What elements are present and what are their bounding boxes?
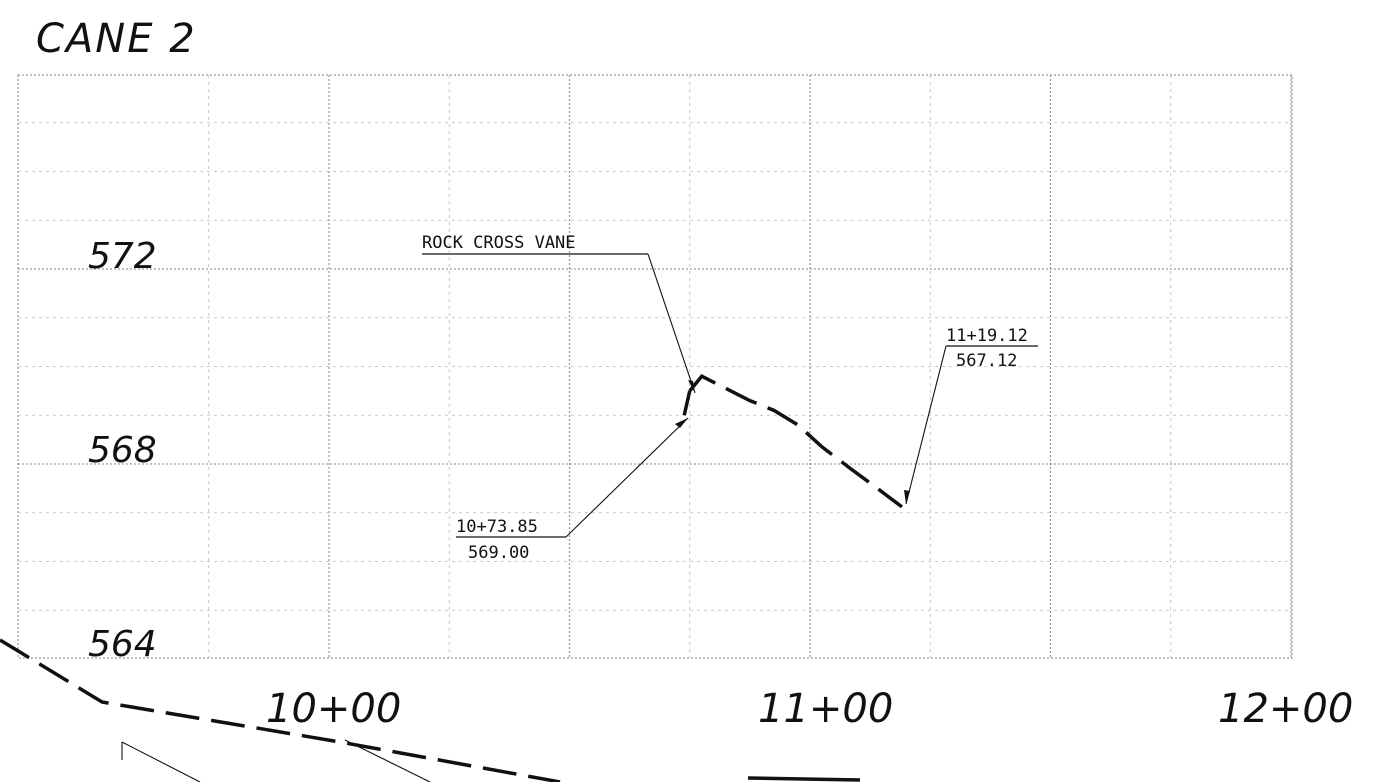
point-end-leader [905, 345, 947, 505]
rock-cross-vane-label: ROCK CROSS VANE [422, 233, 576, 253]
point-start-arrowhead [675, 418, 688, 428]
station-labels: 10+00 11+00 12+00 [266, 686, 1353, 732]
point-start-station: 10+73.85 [456, 517, 538, 537]
point-end-station: 11+19.12 [946, 326, 1028, 346]
point-end-arrowhead [904, 490, 910, 504]
elevation-label-572: 572 [88, 236, 157, 277]
elevation-label-564: 564 [88, 624, 157, 665]
point-start-elevation: 569.00 [468, 543, 529, 563]
elevation-labels: 572 568 564 [88, 236, 157, 665]
grid-border [17, 74, 1293, 659]
design-profile [682, 374, 904, 509]
existing-ground-line-segment [747, 776, 861, 782]
point-start-leader [565, 417, 689, 538]
station-label-10-00: 10+00 [266, 686, 401, 732]
rock-cross-vane-callout: ROCK CROSS VANE [422, 233, 696, 394]
elevation-label-568: 568 [88, 430, 157, 471]
existing-ground-line [0, 638, 561, 782]
station-label-11-00: 11+00 [758, 686, 893, 732]
lower-leader-line [121, 739, 431, 782]
design-profile-line [688, 374, 904, 509]
profile-grid [17, 74, 1293, 659]
rock-cross-vane-arrowhead [688, 380, 695, 393]
rock-cross-vane-leader [647, 253, 696, 394]
point-end-elevation: 567.12 [956, 351, 1017, 371]
vane-crest-segment [682, 390, 692, 416]
point-label-start: 10+73.85 569.00 [456, 417, 689, 563]
station-label-12-00: 12+00 [1218, 686, 1353, 732]
point-label-end: 11+19.12 567.12 [904, 326, 1038, 505]
drawing-title: CANE 2 [36, 16, 197, 62]
